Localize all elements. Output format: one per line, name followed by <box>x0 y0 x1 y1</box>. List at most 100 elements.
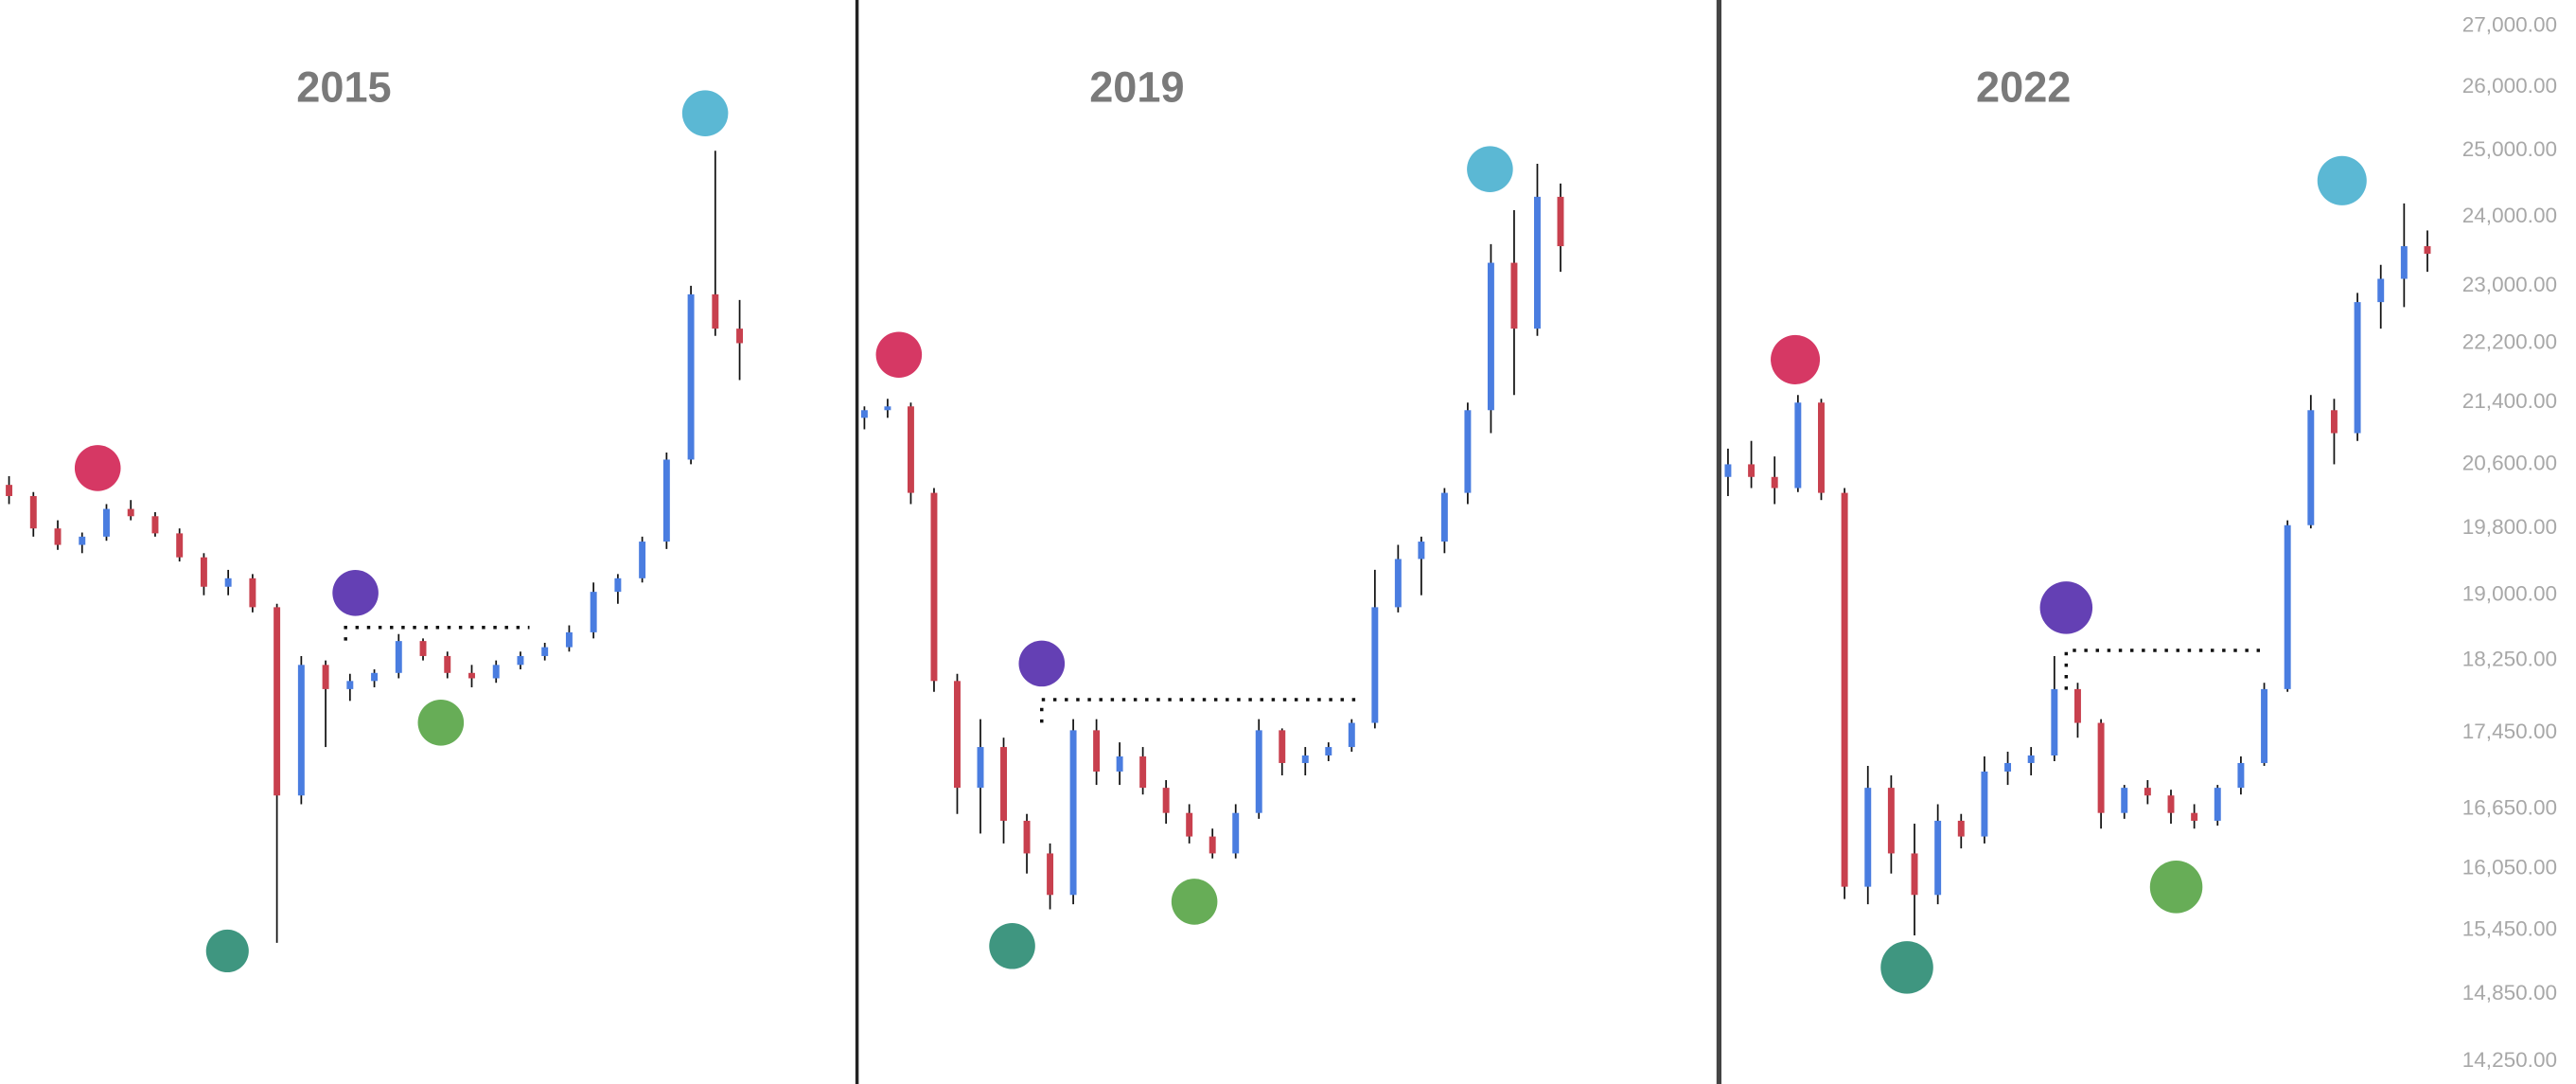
candle-body <box>1186 812 1193 837</box>
candle-body <box>127 508 134 517</box>
y-tick-label: 26,000.00 <box>2462 74 2557 98</box>
candle-body <box>1841 492 1848 887</box>
candle-body <box>2051 688 2058 755</box>
candle-body <box>1724 464 1732 477</box>
candle-body <box>419 641 427 656</box>
candle-body <box>2307 410 2315 525</box>
candle-body <box>103 508 110 537</box>
candle-body <box>712 293 719 329</box>
marker-dot <box>417 700 465 746</box>
candle-body <box>1069 730 1077 896</box>
candle-body <box>517 655 524 666</box>
y-tick-label: 16,650.00 <box>2462 796 2557 820</box>
dotted-level <box>1040 698 1357 723</box>
candle-body <box>860 410 868 418</box>
candle-body <box>2330 410 2338 434</box>
marker-dot <box>1467 146 1513 192</box>
candle-body <box>1093 730 1101 772</box>
panel-title: 2022 <box>1976 63 2071 112</box>
candle-body <box>662 459 670 542</box>
candle-body <box>1047 853 1054 896</box>
marker-dot <box>1771 334 1821 384</box>
marker-dot <box>74 445 121 491</box>
candle-body <box>590 592 597 632</box>
annotations <box>74 90 2367 994</box>
dotted-level <box>344 625 530 641</box>
candle-body <box>954 681 961 789</box>
candle-body <box>371 672 379 682</box>
candle-body <box>1818 402 1825 493</box>
candle-body <box>2214 788 2221 821</box>
candle-body <box>1464 410 1472 493</box>
candle-body <box>614 578 622 593</box>
candle-body <box>2073 688 2081 723</box>
candle-body <box>977 747 984 789</box>
candle-body <box>1981 771 1988 837</box>
marker-dot <box>1171 879 1218 925</box>
y-tick-label: 15,450.00 <box>2462 916 2557 940</box>
candle-body <box>1934 820 1942 896</box>
candle-body <box>1957 820 1965 837</box>
candle-body <box>1139 755 1147 789</box>
marker-dot <box>875 331 923 379</box>
candle-body <box>2027 755 2035 763</box>
y-tick-label: 14,850.00 <box>2462 981 2557 1004</box>
candle-body <box>1000 747 1007 821</box>
candle-body <box>736 329 744 344</box>
candle-body <box>29 495 37 529</box>
candle-body <box>2400 246 2408 279</box>
candle-body <box>1394 559 1402 608</box>
candle-body <box>687 293 695 460</box>
y-tick-label: 19,000.00 <box>2462 582 2557 606</box>
candle-body <box>2167 795 2175 813</box>
candle-body <box>200 557 207 587</box>
candle-body <box>639 542 646 578</box>
marker-dot <box>205 929 249 973</box>
candle-body <box>176 533 184 558</box>
candle-body <box>541 647 549 656</box>
candle-body <box>151 516 159 534</box>
candle-body <box>2097 722 2105 813</box>
candle-body <box>346 681 354 689</box>
y-tick-label: 14,250.00 <box>2462 1048 2557 1072</box>
y-tick-label: 24,000.00 <box>2462 204 2557 227</box>
candle-body <box>2121 788 2128 813</box>
y-tick-label: 25,000.00 <box>2462 137 2557 161</box>
marker-dot <box>2317 155 2367 205</box>
candle-body <box>1748 464 1756 477</box>
marker-dot <box>989 922 1035 969</box>
marker-dot <box>2039 581 2093 634</box>
candle-body <box>468 672 475 679</box>
candle-body <box>444 655 451 673</box>
candle-body <box>1794 402 1802 489</box>
candle-body <box>1771 476 1778 489</box>
candle-body <box>224 578 232 587</box>
candle-body <box>322 665 329 689</box>
candle-body <box>2191 812 2198 821</box>
y-tick-label: 21,400.00 <box>2462 389 2557 413</box>
candle-body <box>249 578 256 608</box>
candle-body <box>1301 755 1309 763</box>
candle-body <box>884 406 891 411</box>
candle-body <box>1440 492 1448 542</box>
candle-body <box>492 665 500 679</box>
candle-body <box>930 492 938 682</box>
candle-body <box>1557 196 1564 247</box>
candle-body <box>1887 788 1895 854</box>
candle-body <box>1911 853 1918 896</box>
marker-dot <box>2149 861 2203 914</box>
marker-dot <box>332 569 379 616</box>
y-tick-label: 22,200.00 <box>2462 329 2557 353</box>
y-tick-label: 17,450.00 <box>2462 720 2557 743</box>
candle-body <box>1209 836 1216 854</box>
candle-body <box>297 665 305 796</box>
panel-title: 2015 <box>296 63 391 112</box>
y-tick-label: 18,250.00 <box>2462 648 2557 671</box>
candle-body <box>54 528 62 545</box>
candle-body <box>2377 278 2385 303</box>
candle-body <box>1487 262 1494 411</box>
candle-body <box>1371 607 1379 723</box>
candle-body <box>2237 762 2245 789</box>
